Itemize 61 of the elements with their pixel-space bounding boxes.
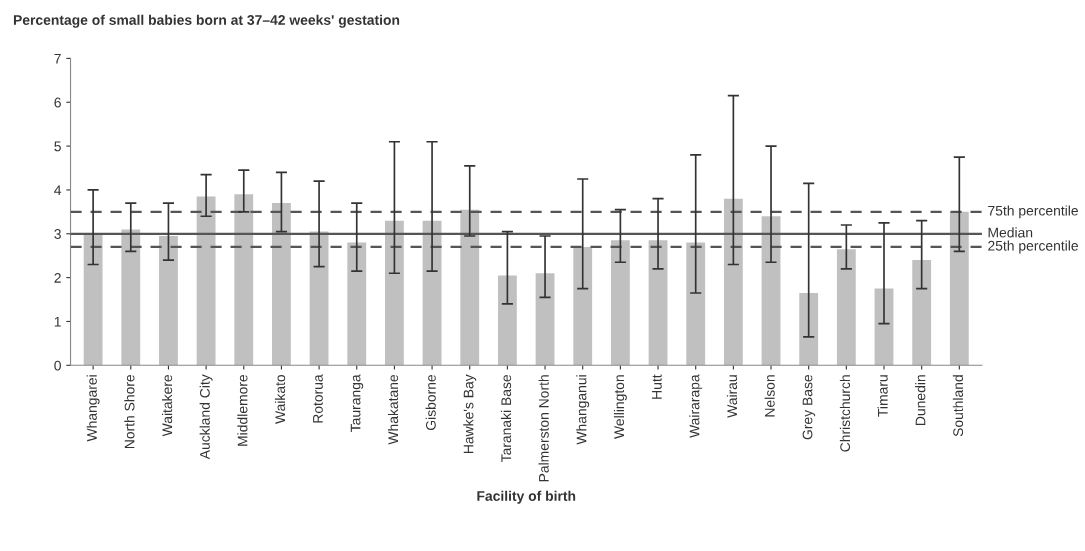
bar [422, 220, 442, 366]
ref-line-label: 75th percentile [988, 205, 1078, 219]
y-tick-label: 2 [54, 272, 61, 283]
x-tick-label: Hawke's Bay [463, 374, 477, 454]
x-tick-label: Tauranga [350, 374, 364, 432]
x-tick-label: Whakatane [387, 374, 399, 445]
bar [686, 242, 706, 366]
bar [610, 240, 630, 366]
x-tick-label: Wellington [613, 375, 627, 439]
x-tick-label: Hutt [652, 374, 662, 399]
bar [799, 292, 819, 366]
bar [460, 209, 480, 366]
x-tick-label: North Shore [124, 374, 135, 449]
bar [949, 211, 969, 366]
bar [159, 235, 178, 366]
bar [648, 240, 668, 366]
bar [723, 198, 743, 366]
bar [309, 231, 329, 366]
bar [874, 288, 894, 366]
x-tick-label: Nelson [764, 375, 775, 417]
y-tick-label: 3 [54, 229, 61, 239]
bar [535, 273, 555, 366]
bar [347, 242, 367, 366]
ref-line-label: 25th percentile [988, 240, 1078, 254]
x-tick-label: Dunedin [915, 375, 926, 425]
bar [272, 203, 291, 366]
x-tick-label: Christchurch [839, 375, 851, 452]
y-tick-label: 4 [54, 185, 62, 195]
x-axis-title: Facility of birth [477, 490, 576, 504]
x-tick-label: Taranaki Base [500, 374, 512, 463]
x-tick-label: Southland [952, 375, 964, 437]
bar [912, 260, 932, 366]
bar [385, 220, 404, 366]
chart-title: Percentage of small babies born at 37–42 weeks' gestation [13, 14, 400, 28]
x-tick-label: Gisborne [425, 374, 436, 430]
bar [83, 233, 103, 366]
x-tick-label: Rotorua [313, 374, 323, 423]
bar [836, 249, 856, 366]
x-tick-label: Grey Base [802, 374, 816, 440]
bar [573, 246, 593, 366]
bar [196, 196, 216, 366]
x-tick-label: Waikato [274, 374, 286, 424]
x-tick-label: Waitakere [161, 374, 173, 437]
y-tick-label: 0 [54, 360, 61, 371]
x-tick-label: Auckland City [199, 374, 213, 460]
bar [234, 194, 254, 366]
x-tick-label: Middlemore [237, 374, 248, 446]
x-tick-label: Whanganui [576, 375, 590, 445]
y-tick-label: 5 [54, 141, 61, 152]
bar [761, 216, 781, 366]
y-tick-label: 6 [54, 97, 61, 108]
bar [121, 229, 141, 366]
x-tick-label: Wairau [726, 375, 738, 418]
y-tick-label: 7 [54, 53, 61, 64]
ref-line-label: Median [988, 227, 1033, 238]
x-tick-label: Whangarei [86, 375, 100, 442]
x-tick-label: Wairarapa [689, 374, 703, 438]
bar [497, 275, 517, 366]
x-tick-label: Timaru [877, 375, 888, 417]
x-tick-label: Palmerston North [538, 375, 549, 482]
y-tick-label: 1 [54, 316, 61, 327]
